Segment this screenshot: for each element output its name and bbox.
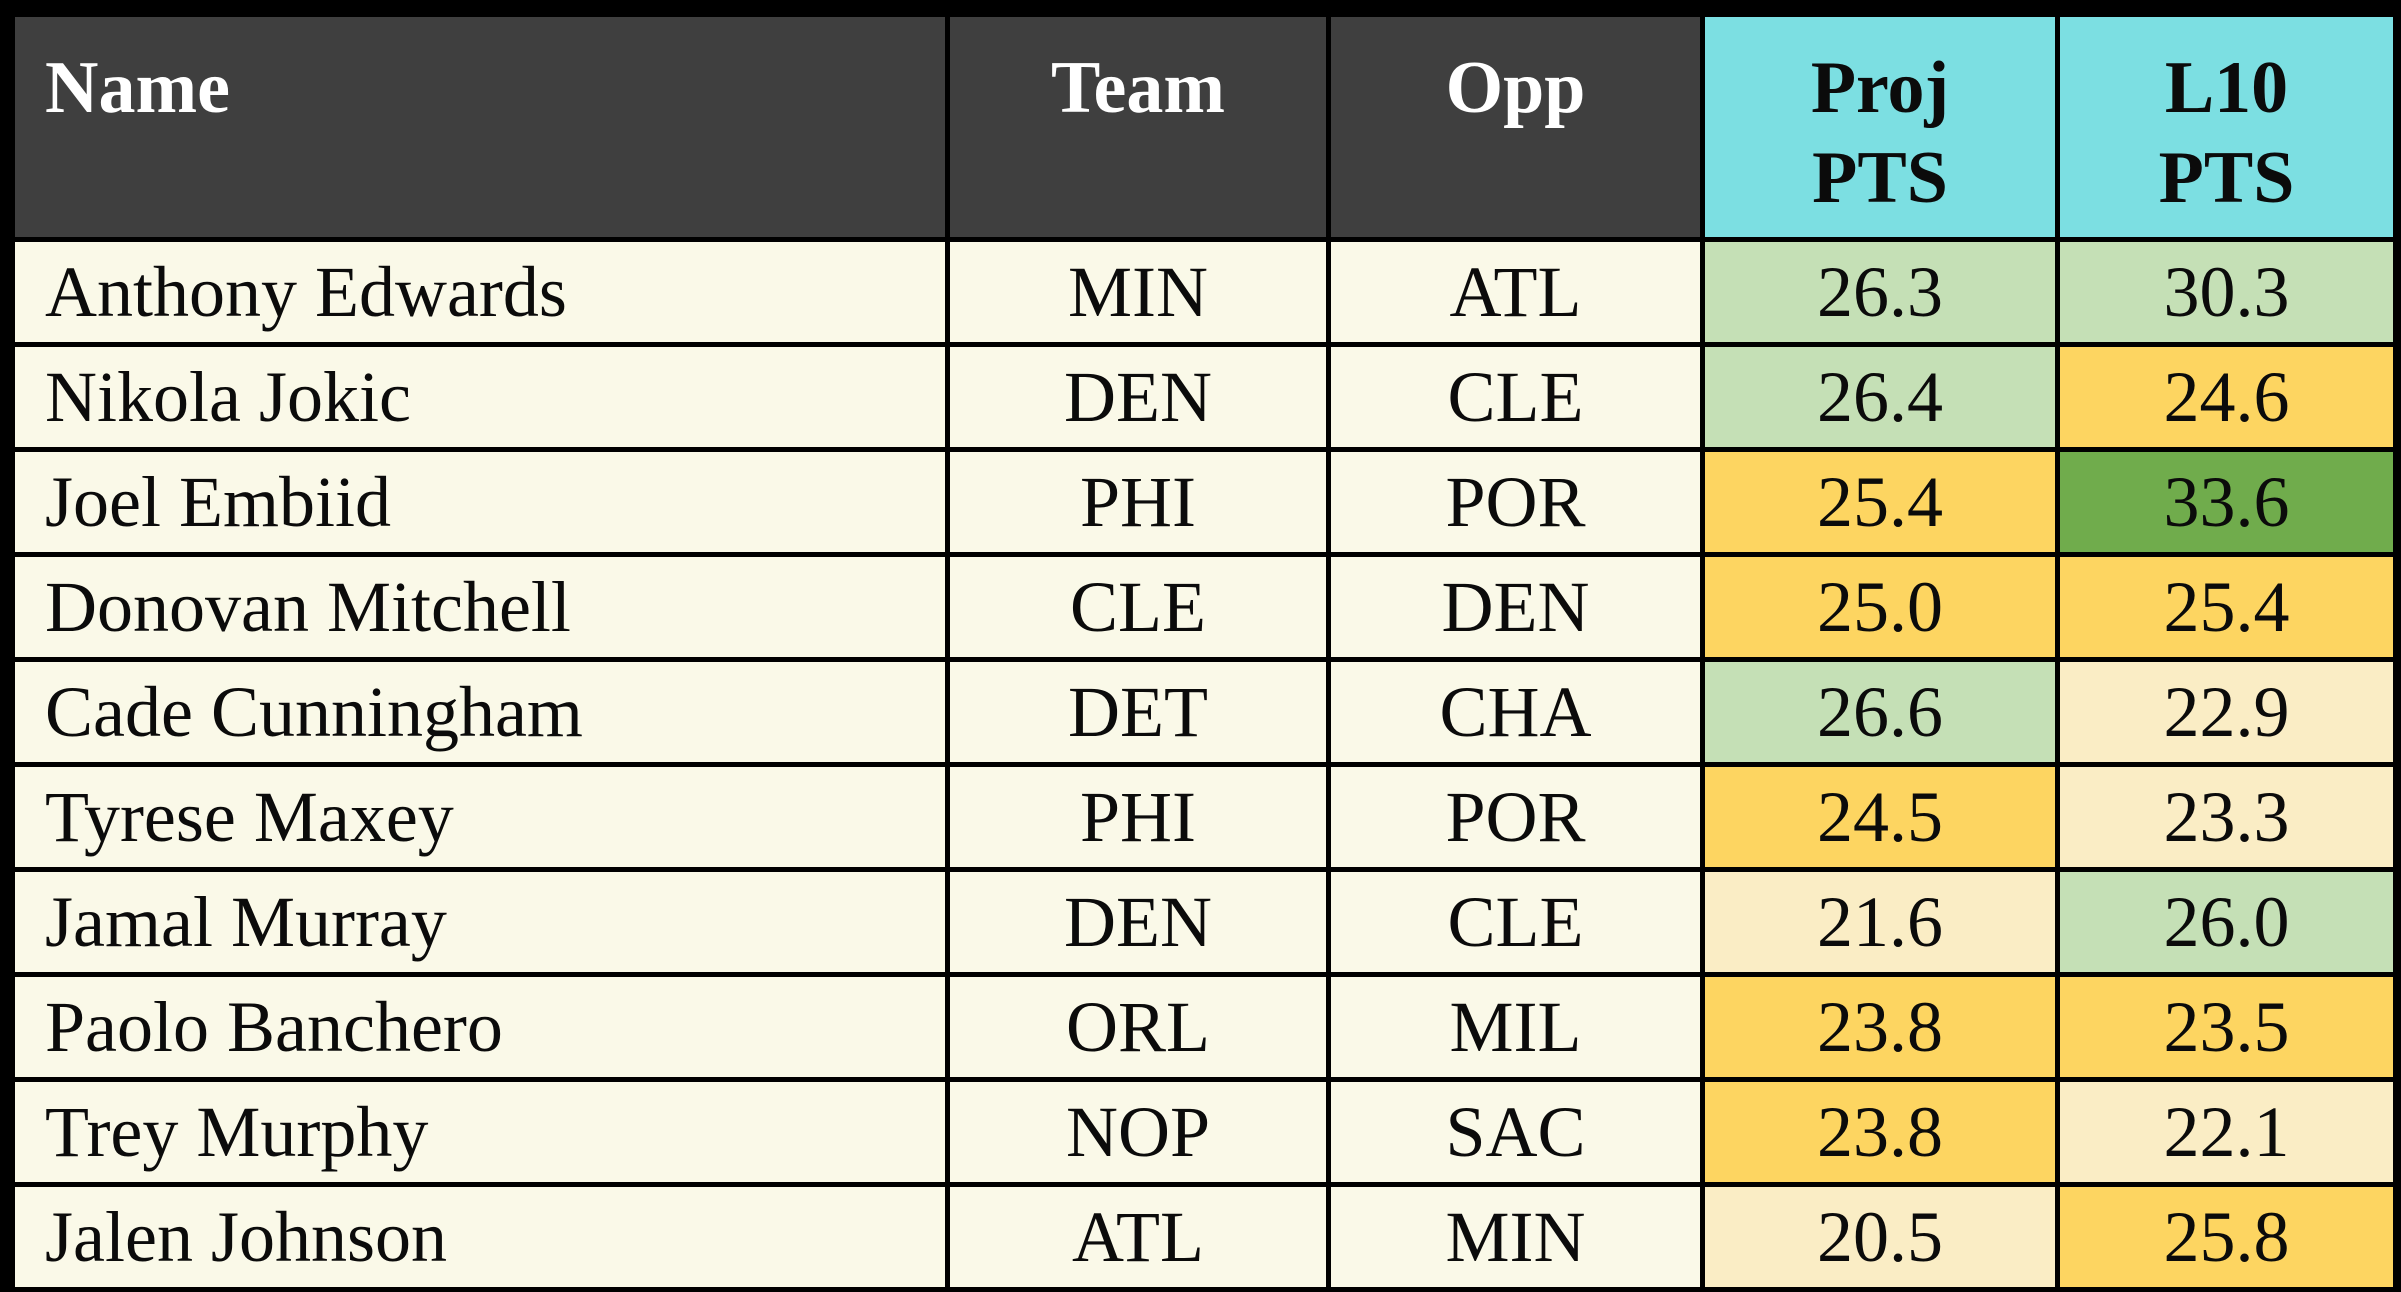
header-proj-line2: PTS xyxy=(1812,137,1948,220)
cell-player-name: Anthony Edwards xyxy=(10,237,950,347)
cell-proj-pts: 23.8 xyxy=(1700,1077,2060,1187)
cell-team: MIN xyxy=(945,237,1331,347)
cell-team: DET xyxy=(945,657,1331,767)
cell-opp: CLE xyxy=(1326,867,1705,977)
header-proj-pts: Proj PTS xyxy=(1700,12,2060,242)
cell-l10-pts: 23.3 xyxy=(2055,762,2398,872)
cell-l10-pts: 30.3 xyxy=(2055,237,2398,347)
cell-player-name: Paolo Banchero xyxy=(10,972,950,1082)
cell-team: DEN xyxy=(945,342,1331,452)
cell-proj-pts: 21.6 xyxy=(1700,867,2060,977)
table-row: Cade Cunningham DET CHA 26.6 22.9 xyxy=(10,657,2398,767)
cell-player-name: Trey Murphy xyxy=(10,1077,950,1187)
cell-opp: SAC xyxy=(1326,1077,1705,1187)
table-row: Anthony Edwards MIN ATL 26.3 30.3 xyxy=(10,237,2398,347)
cell-proj-pts: 24.5 xyxy=(1700,762,2060,872)
cell-team: DEN xyxy=(945,867,1331,977)
header-name: Name xyxy=(10,12,950,242)
cell-opp: CHA xyxy=(1326,657,1705,767)
cell-player-name: Jalen Johnson xyxy=(10,1182,950,1292)
header-l10-line2: PTS xyxy=(2158,137,2295,220)
cell-player-name: Joel Embiid xyxy=(10,447,950,557)
cell-opp: POR xyxy=(1326,762,1705,872)
cell-proj-pts: 26.6 xyxy=(1700,657,2060,767)
table-row: Trey Murphy NOP SAC 23.8 22.1 xyxy=(10,1077,2398,1187)
cell-l10-pts: 26.0 xyxy=(2055,867,2398,977)
cell-l10-pts: 23.5 xyxy=(2055,972,2398,1082)
table-row: Nikola Jokic DEN CLE 26.4 24.6 xyxy=(10,342,2398,452)
cell-l10-pts: 25.8 xyxy=(2055,1182,2398,1292)
header-l10-pts: L10 PTS xyxy=(2055,12,2398,242)
cell-opp: CLE xyxy=(1326,342,1705,452)
table-row: Donovan Mitchell CLE DEN 25.0 25.4 xyxy=(10,552,2398,662)
cell-proj-pts: 25.4 xyxy=(1700,447,2060,557)
table-body: Anthony Edwards MIN ATL 26.3 30.3 Nikola… xyxy=(10,237,2398,1292)
cell-player-name: Nikola Jokic xyxy=(10,342,950,452)
cell-proj-pts: 26.4 xyxy=(1700,342,2060,452)
cell-team: CLE xyxy=(945,552,1331,662)
cell-team: ATL xyxy=(945,1182,1331,1292)
cell-opp: POR xyxy=(1326,447,1705,557)
cell-proj-pts: 23.8 xyxy=(1700,972,2060,1082)
cell-l10-pts: 24.6 xyxy=(2055,342,2398,452)
header-team: Team xyxy=(945,12,1331,242)
cell-player-name: Jamal Murray xyxy=(10,867,950,977)
cell-l10-pts: 25.4 xyxy=(2055,552,2398,662)
cell-l10-pts: 22.9 xyxy=(2055,657,2398,767)
cell-opp: MIL xyxy=(1326,972,1705,1082)
cell-l10-pts: 33.6 xyxy=(2055,447,2398,557)
player-points-table: Name Team Opp Proj PTS L10 PTS Anthony E… xyxy=(10,12,2398,1292)
cell-l10-pts: 22.1 xyxy=(2055,1077,2398,1187)
cell-player-name: Tyrese Maxey xyxy=(10,762,950,872)
header-proj-line1: Proj xyxy=(1810,47,1950,129)
cell-team: NOP xyxy=(945,1077,1331,1187)
cell-opp: DEN xyxy=(1326,552,1705,662)
table-row: Paolo Banchero ORL MIL 23.8 23.5 xyxy=(10,972,2398,1082)
cell-team: PHI xyxy=(945,447,1331,557)
cell-proj-pts: 20.5 xyxy=(1700,1182,2060,1292)
header-opp: Opp xyxy=(1326,12,1705,242)
table-row: Jamal Murray DEN CLE 21.6 26.0 xyxy=(10,867,2398,977)
cell-player-name: Cade Cunningham xyxy=(10,657,950,767)
cell-opp: ATL xyxy=(1326,237,1705,347)
cell-opp: MIN xyxy=(1326,1182,1705,1292)
cell-proj-pts: 25.0 xyxy=(1700,552,2060,662)
table-row: Tyrese Maxey PHI POR 24.5 23.3 xyxy=(10,762,2398,872)
table-row: Jalen Johnson ATL MIN 20.5 25.8 xyxy=(10,1182,2398,1292)
table-row: Joel Embiid PHI POR 25.4 33.6 xyxy=(10,447,2398,557)
cell-team: PHI xyxy=(945,762,1331,872)
cell-team: ORL xyxy=(945,972,1331,1082)
table-header-row: Name Team Opp Proj PTS L10 PTS xyxy=(10,12,2398,242)
cell-player-name: Donovan Mitchell xyxy=(10,552,950,662)
header-l10-line1: L10 xyxy=(2164,47,2289,129)
cell-proj-pts: 26.3 xyxy=(1700,237,2060,347)
